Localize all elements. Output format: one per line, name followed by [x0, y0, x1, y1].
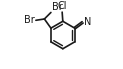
- Text: Br: Br: [52, 2, 62, 12]
- Text: Cl: Cl: [57, 1, 67, 11]
- Text: N: N: [84, 17, 91, 27]
- Text: Br: Br: [24, 15, 35, 25]
